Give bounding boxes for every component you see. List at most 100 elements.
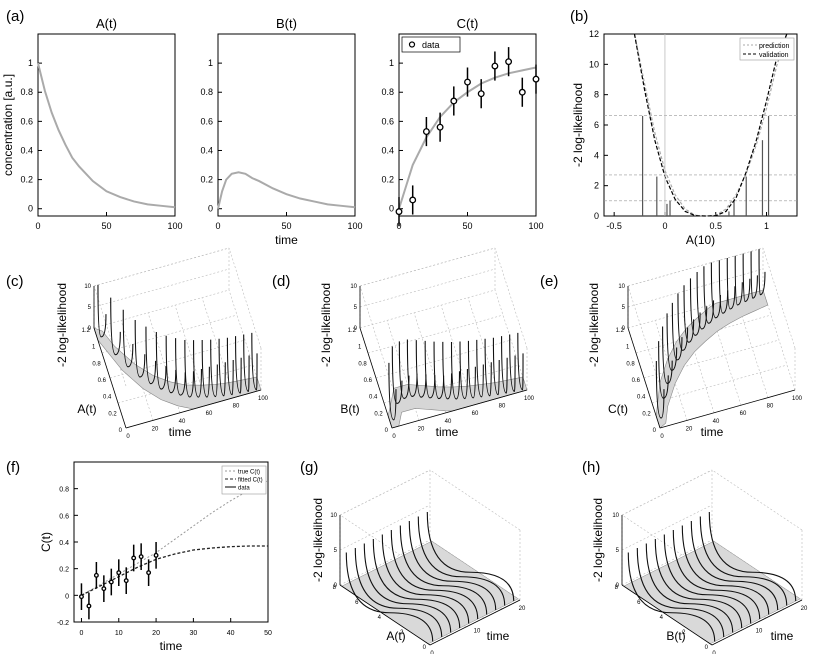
panel-label-f: (f) bbox=[6, 459, 20, 476]
y-tick-label-d-0: 0 bbox=[385, 428, 389, 434]
y-tick-label-f-1: 0 bbox=[65, 593, 69, 600]
data-point-a3-3 bbox=[436, 123, 444, 131]
axis-x-d bbox=[391, 389, 528, 429]
profile-spike-g-2 bbox=[363, 543, 452, 633]
z-tick-label-c-1: 5 bbox=[88, 305, 92, 311]
profile-spike-g-8 bbox=[417, 516, 506, 606]
profile-spike-d-6 bbox=[433, 341, 445, 400]
y-axis-label-e: C(t) bbox=[608, 402, 628, 416]
axis-x-c bbox=[125, 389, 262, 429]
series-line-b-1 bbox=[633, 33, 788, 217]
y-tick-label-c-2: 0.4 bbox=[103, 395, 112, 401]
x-tick-label-b-1: 0 bbox=[662, 221, 667, 231]
x-tick-label-e-4: 80 bbox=[767, 404, 774, 410]
x-tick-label-c-4: 80 bbox=[233, 404, 240, 410]
profile-spike-h-5 bbox=[672, 529, 761, 620]
y-tick-label-e-1: 0.2 bbox=[642, 411, 651, 417]
floor-grid-y-h-4 bbox=[621, 539, 713, 586]
x-tick-label-f-0: 0 bbox=[80, 630, 84, 637]
profile-spike-e-2 bbox=[662, 326, 673, 385]
y-tick-label-a2-4: 0.8 bbox=[200, 87, 213, 97]
y-tick-label-b-6: 12 bbox=[589, 29, 599, 39]
grid-edge-d-4 bbox=[359, 285, 393, 387]
z-tick-label-h-0: 0 bbox=[616, 583, 620, 589]
y-tick-label-a1-3: 0.6 bbox=[20, 116, 33, 126]
y-tick-label-c-5: 1 bbox=[92, 345, 96, 351]
z-tick-label-g-1: 5 bbox=[334, 548, 338, 554]
data-point-f-10 bbox=[153, 552, 159, 558]
x-tick-label-h-1: 10 bbox=[756, 629, 763, 635]
y-tick-label-c-0: 0 bbox=[119, 428, 123, 434]
y-tick-label-a1-4: 0.8 bbox=[20, 87, 33, 97]
panel-label-a: (a) bbox=[6, 8, 24, 25]
legend-label-validation: validation bbox=[759, 52, 789, 59]
data-point-f-2 bbox=[93, 572, 99, 578]
data-point-a3-7 bbox=[491, 62, 499, 70]
grid-edge-c-6 bbox=[228, 247, 262, 349]
data-point-a3-0 bbox=[395, 208, 403, 216]
chart-title-a2: B(t) bbox=[276, 16, 297, 31]
floor-grid-y-d-4 bbox=[359, 289, 496, 329]
x-tick-label-f-3: 30 bbox=[189, 630, 197, 637]
x-tick-label-a3-2: 100 bbox=[528, 221, 543, 231]
x-axis-label-f: time bbox=[160, 639, 183, 653]
profile-spike-e-5 bbox=[677, 293, 689, 351]
x-tick-label-b-3: 1 bbox=[764, 221, 769, 231]
y-tick-label-h-2: 4 bbox=[660, 615, 664, 621]
panel-label-b: (b) bbox=[570, 8, 588, 25]
data-point-a3-10 bbox=[532, 75, 540, 83]
z-tick-label-g-0: 0 bbox=[334, 583, 338, 589]
y-tick-label-e-5: 1 bbox=[626, 345, 630, 351]
profile-spike-g-4 bbox=[381, 534, 470, 624]
y-axis-label-a1: concentration [a.u.] bbox=[1, 74, 15, 176]
profile-spike-d-5 bbox=[424, 340, 436, 399]
profile-spike-c-1 bbox=[110, 297, 121, 356]
panel-label-g: (g) bbox=[300, 459, 318, 476]
profile-spike-c-7 bbox=[175, 338, 186, 396]
chart-title-a1: A(t) bbox=[96, 16, 117, 31]
profile-spike-h-3 bbox=[654, 538, 743, 629]
y-tick-label-c-3: 0.6 bbox=[98, 378, 107, 384]
z-tick-label-e-2: 10 bbox=[618, 284, 625, 290]
y-axis-label-f: C(t) bbox=[39, 532, 53, 552]
y-tick-label-h-4: 8 bbox=[615, 585, 619, 591]
x-tick-label-d-5: 100 bbox=[524, 396, 535, 402]
profile-spike-h-4 bbox=[663, 534, 752, 624]
wall-grid-h-2 bbox=[621, 469, 713, 516]
y-tick-label-a2-2: 0.4 bbox=[200, 145, 213, 155]
data-point-f-0 bbox=[79, 594, 84, 600]
profile-spike-d-2 bbox=[398, 341, 410, 399]
data-point-a3-6 bbox=[477, 90, 485, 98]
x-tick-label-c-1: 20 bbox=[152, 426, 159, 432]
series-line-a2-0 bbox=[217, 171, 356, 209]
x-tick-label-c-5: 100 bbox=[258, 396, 269, 402]
profile-spike-g-7 bbox=[408, 520, 497, 611]
series-line-a1-0 bbox=[37, 62, 176, 209]
y-tick-label-a1-5: 1 bbox=[28, 58, 33, 68]
y-tick-label-a3-0: 0 bbox=[389, 204, 394, 214]
panel-label-h: (h) bbox=[582, 459, 600, 476]
data-point-f-8 bbox=[138, 554, 144, 560]
y-tick-label-e-2: 0.4 bbox=[637, 395, 646, 401]
x-tick-label-e-1: 20 bbox=[686, 426, 693, 432]
profile-spike-d-4 bbox=[415, 340, 427, 398]
y-tick-label-a1-0: 0 bbox=[28, 204, 33, 214]
y-tick-label-h-1: 2 bbox=[682, 630, 686, 636]
panel-label-c: (c) bbox=[6, 273, 24, 290]
profile-spike-h-9 bbox=[708, 511, 797, 602]
z-axis-label-c: -2 log-likelihood bbox=[55, 283, 69, 367]
profile-spike-e-12 bbox=[726, 258, 736, 310]
grid-edge-h-6 bbox=[711, 469, 803, 531]
profile-spike-g-9 bbox=[426, 511, 515, 602]
x-tick-label-e-3: 60 bbox=[740, 411, 747, 417]
profile-spike-d-12 bbox=[484, 338, 492, 397]
profile-spike-h-6 bbox=[681, 525, 770, 615]
axis-y-d bbox=[359, 327, 393, 429]
floor-grid-y-e-2 bbox=[643, 339, 780, 379]
y-tick-label-b-1: 2 bbox=[594, 181, 599, 191]
x-tick-label-e-5: 100 bbox=[792, 396, 803, 402]
grid-edge-e-6 bbox=[762, 247, 796, 349]
x-tick-label-e-0: 0 bbox=[660, 434, 664, 440]
profile-spike-g-6 bbox=[399, 525, 488, 615]
floor-grid-y-c-4 bbox=[93, 289, 230, 329]
